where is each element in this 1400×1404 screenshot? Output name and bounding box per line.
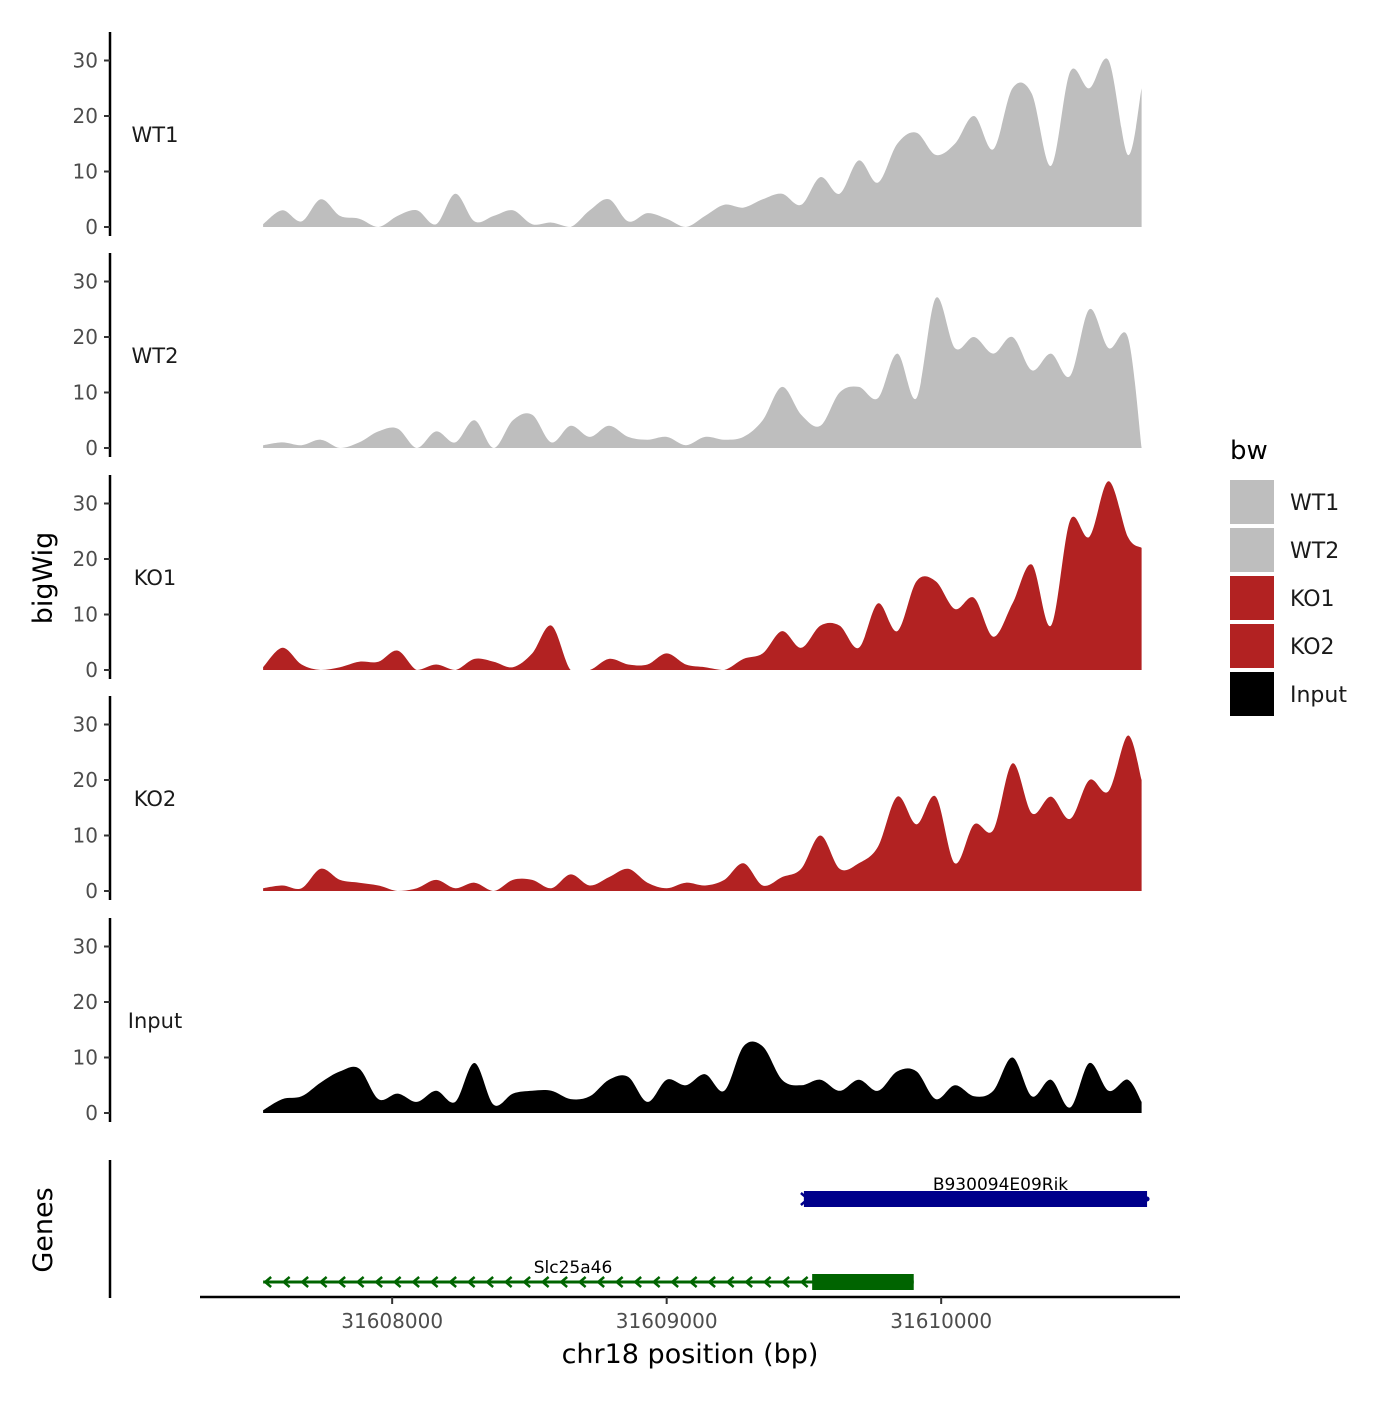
strand-arrow [318, 1276, 328, 1288]
y-tick-label: 0 [85, 879, 98, 903]
coverage-area-wt1 [263, 58, 1142, 227]
gene-exon [812, 1274, 914, 1290]
y-tick-label: 10 [73, 824, 98, 848]
x-tick-label: 31608000 [341, 1309, 443, 1333]
strand-arrow [670, 1276, 679, 1288]
strand-arrow [707, 1276, 716, 1288]
strand-arrow [762, 1276, 772, 1288]
strand-arrow [651, 1276, 661, 1288]
gene-track: B930094E09Rik Slc25a46 [108, 1160, 1150, 1298]
gene-label: B930094E09Rik [933, 1175, 1068, 1195]
legend-title: bw [1230, 436, 1268, 466]
y-tick-label: 30 [73, 270, 98, 294]
strand-arrow [300, 1276, 309, 1288]
legend-label-input: Input [1290, 683, 1347, 708]
legend-key-wt1 [1230, 480, 1274, 524]
legend-label-ko1: KO1 [1290, 587, 1335, 612]
strand-arrow [596, 1276, 605, 1288]
track-ko1: 0 10 20 30 KO1 [73, 475, 1142, 682]
track-input: 0 10 20 30 Input [73, 918, 1142, 1125]
coverage-area-wt2 [263, 297, 1142, 448]
coverage-tracks: 0 10 20 30 WT1 0 10 20 30 WT2 0 10 20 30 KO1 0 10 20 30 KO2… [73, 32, 1142, 1125]
x-axis-title: chr18 position (bp) [562, 1339, 819, 1370]
legend-key-wt2 [1230, 528, 1274, 572]
strand-arrow [355, 1276, 365, 1288]
legend-key-ko2 [1230, 624, 1274, 668]
y-tick-label: 0 [85, 436, 98, 460]
x-tick-label: 31609000 [616, 1309, 718, 1333]
legend-label-wt2: WT2 [1290, 539, 1339, 564]
strand-arrow [725, 1276, 735, 1288]
strand-arrow [466, 1276, 476, 1288]
genes-axis-title: Genes [28, 1187, 59, 1272]
gene-slc25a46: Slc25a46 [263, 1258, 914, 1290]
legend-label-wt1: WT1 [1290, 491, 1339, 516]
strand-arrow [522, 1276, 531, 1288]
x-axis: 31608000 31609000 31610000 [200, 1295, 1180, 1333]
y-tick-label: 30 [73, 492, 98, 516]
y-tick-label: 20 [73, 104, 98, 128]
coverage-area-ko1 [263, 481, 1142, 670]
track-wt2: 0 10 20 30 WT2 [73, 253, 1142, 460]
legend-label-ko2: KO2 [1290, 635, 1335, 660]
strand-arrow [688, 1276, 698, 1288]
track-label: WT2 [132, 344, 179, 368]
y-tick-label: 0 [85, 1101, 98, 1125]
y-tick-label: 20 [73, 547, 98, 571]
strand-arrow [540, 1276, 550, 1288]
y-tick-label: 10 [73, 160, 98, 184]
y-tick-label: 30 [73, 49, 98, 73]
legend-key-input [1230, 672, 1274, 716]
strand-arrow [559, 1276, 568, 1288]
y-tick-label: 10 [73, 603, 98, 627]
strand-arrow [614, 1276, 624, 1288]
legend: bw WT1 WT2 KO1 KO2 Input [1230, 436, 1347, 716]
strand-arrow [781, 1276, 790, 1288]
gene-end-mark [1144, 1196, 1150, 1202]
strand-arrow [392, 1276, 402, 1288]
strand-arrow [281, 1276, 291, 1288]
track-label: KO2 [134, 787, 177, 811]
y-axis-title: bigWig [28, 532, 59, 625]
track-label: KO1 [134, 566, 177, 590]
coverage-area-ko2 [263, 735, 1142, 891]
gene-b930094e09rik: B930094E09Rik [800, 1175, 1150, 1207]
strand-arrow [577, 1276, 587, 1288]
track-label: Input [128, 1009, 182, 1033]
y-tick-label: 30 [73, 713, 98, 737]
strand-arrow [411, 1276, 420, 1288]
y-tick-label: 10 [73, 381, 98, 405]
strand-arrow [799, 1276, 809, 1288]
strand-arrow [374, 1276, 383, 1288]
strand-arrow [744, 1276, 753, 1288]
x-tick-label: 31610000 [890, 1309, 992, 1333]
legend-key-ko1 [1230, 576, 1274, 620]
coverage-area-input [263, 1041, 1142, 1113]
track-ko2: 0 10 20 30 KO2 [73, 696, 1142, 903]
track-wt1: 0 10 20 30 WT1 [73, 32, 1142, 239]
y-tick-label: 20 [73, 990, 98, 1014]
y-tick-label: 0 [85, 658, 98, 682]
strand-arrow [337, 1276, 346, 1288]
strand-arrow [485, 1276, 494, 1288]
gene-exon [803, 1191, 1148, 1207]
strand-arrow [263, 1276, 272, 1288]
track-label: WT1 [132, 123, 179, 147]
y-tick-label: 0 [85, 215, 98, 239]
gene-label: Slc25a46 [534, 1258, 613, 1278]
y-tick-label: 20 [73, 325, 98, 349]
strand-arrow [429, 1276, 439, 1288]
y-tick-label: 20 [73, 768, 98, 792]
y-tick-label: 10 [73, 1046, 98, 1070]
y-tick-label: 30 [73, 935, 98, 959]
strand-arrow [633, 1276, 642, 1288]
strand-arrow [503, 1276, 513, 1288]
strand-arrow [448, 1276, 457, 1288]
